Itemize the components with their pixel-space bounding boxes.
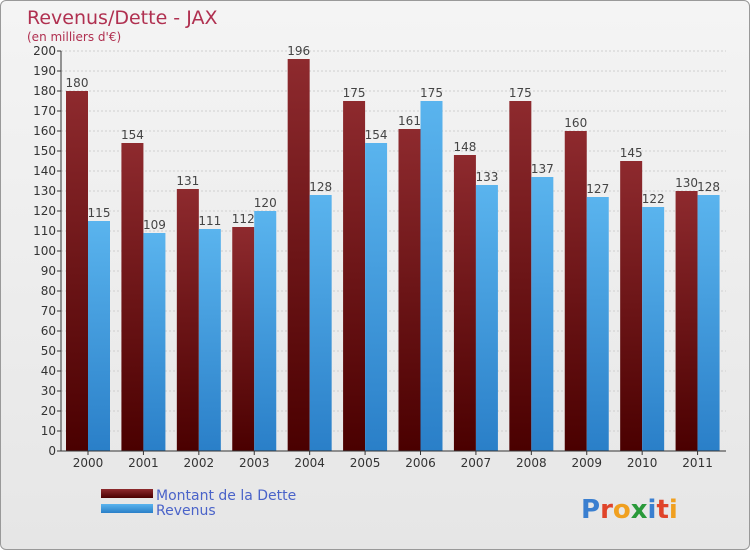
y-tick-label: 0: [48, 444, 56, 458]
x-tick-label: 2004: [294, 456, 325, 470]
proxiti-logo: Proxiti: [581, 495, 678, 525]
bar-revenus: [642, 207, 665, 451]
value-label: 180: [66, 76, 89, 90]
legend-label-dette: Montant de la Dette: [156, 488, 296, 504]
bar-dette: [232, 227, 255, 451]
value-label: 175: [509, 86, 532, 100]
bar-dette: [453, 155, 476, 451]
value-label: 122: [642, 192, 665, 206]
y-tick-label: 70: [41, 304, 56, 318]
legend: Montant de la Dette Revenus: [101, 488, 296, 519]
y-tick-label: 60: [41, 324, 56, 338]
value-label: 161: [398, 114, 421, 128]
bar-revenus: [586, 197, 609, 451]
value-label: 145: [620, 146, 643, 160]
bar-revenus: [475, 185, 498, 451]
bar-dette: [398, 129, 421, 451]
value-label: 154: [121, 128, 144, 142]
value-label: 109: [143, 218, 166, 232]
x-tick-label: 2008: [516, 456, 547, 470]
legend-swatch-revenus: [101, 504, 153, 513]
x-axis-ticks: 2000 2001 2002 2003 2004 2005 2006 2007 2008 2009…: [73, 451, 713, 470]
y-tick-label: 80: [41, 284, 56, 298]
legend-label-revenus: Revenus: [156, 503, 216, 519]
y-tick-label: 110: [33, 224, 56, 238]
bar-dette: [509, 101, 532, 451]
y-tick-label: 20: [41, 404, 56, 418]
bar-revenus: [254, 211, 277, 451]
y-tick-label: 170: [33, 104, 56, 118]
bar-dette: [66, 91, 88, 451]
y-tick-label: 30: [41, 384, 56, 398]
grid: [61, 50, 726, 432]
value-label: 111: [198, 214, 221, 228]
bar-revenus: [198, 229, 221, 451]
y-tick-label: 160: [33, 124, 56, 138]
bar-revenus: [697, 195, 720, 451]
bar-revenus: [365, 143, 388, 451]
value-labels: 180 115 154 109 131 111 112 120 196 128 175 154 161 1…: [66, 44, 720, 232]
bars: [66, 59, 720, 451]
bar-dette: [343, 101, 366, 451]
bar-dette: [287, 59, 310, 451]
value-label: 131: [176, 174, 199, 188]
y-tick-label: 100: [33, 244, 56, 258]
value-label: 196: [287, 44, 310, 58]
x-tick-label: 2007: [461, 456, 492, 470]
value-label: 137: [531, 162, 554, 176]
svg-text:Proxiti: Proxiti: [581, 495, 678, 525]
y-tick-label: 200: [33, 44, 56, 58]
y-tick-label: 10: [41, 424, 56, 438]
x-tick-label: 2010: [627, 456, 658, 470]
x-tick-label: 2000: [73, 456, 104, 470]
chart-title: Revenus/Dette - JAX: [27, 7, 217, 29]
y-tick-label: 120: [33, 204, 56, 218]
x-tick-label: 2006: [405, 456, 436, 470]
bar-revenus: [420, 101, 443, 451]
value-label: 175: [343, 86, 366, 100]
y-tick-label: 50: [41, 344, 56, 358]
value-label: 115: [88, 206, 111, 220]
x-tick-label: 2001: [128, 456, 159, 470]
x-tick-label: 2009: [571, 456, 602, 470]
y-tick-label: 140: [33, 164, 56, 178]
y-tick-label: 190: [33, 64, 56, 78]
y-axis-ticks: 0 10 20 30 40 50 60 70 80 90 100 110 120 130 140 150 160…: [33, 44, 61, 458]
x-tick-label: 2011: [682, 456, 713, 470]
value-label: 120: [254, 196, 277, 210]
value-label: 160: [564, 116, 587, 130]
legend-swatch-dette: [101, 489, 153, 498]
x-tick-label: 2002: [184, 456, 215, 470]
value-label: 112: [232, 212, 255, 226]
value-label: 175: [420, 86, 443, 100]
y-tick-label: 130: [33, 184, 56, 198]
bar-revenus: [88, 221, 110, 451]
y-tick-label: 180: [33, 84, 56, 98]
bar-dette: [620, 161, 643, 451]
value-label: 127: [586, 182, 609, 196]
bar-revenus: [143, 233, 166, 451]
y-tick-label: 40: [41, 364, 56, 378]
bar-dette: [564, 131, 587, 451]
bar-revenus: [309, 195, 332, 451]
y-tick-label: 150: [33, 144, 56, 158]
value-label: 148: [453, 140, 476, 154]
bar-dette: [121, 143, 144, 451]
y-tick-label: 90: [41, 264, 56, 278]
value-label: 154: [365, 128, 388, 142]
value-label: 128: [697, 180, 720, 194]
chart-subtitle: (en milliers d'€): [27, 30, 121, 44]
x-tick-label: 2005: [350, 456, 381, 470]
value-label: 130: [675, 176, 698, 190]
value-label: 128: [309, 180, 332, 194]
bar-dette: [675, 191, 698, 451]
bar-dette: [176, 189, 199, 451]
value-label: 133: [475, 170, 498, 184]
bar-revenus: [531, 177, 554, 451]
x-tick-label: 2003: [239, 456, 270, 470]
